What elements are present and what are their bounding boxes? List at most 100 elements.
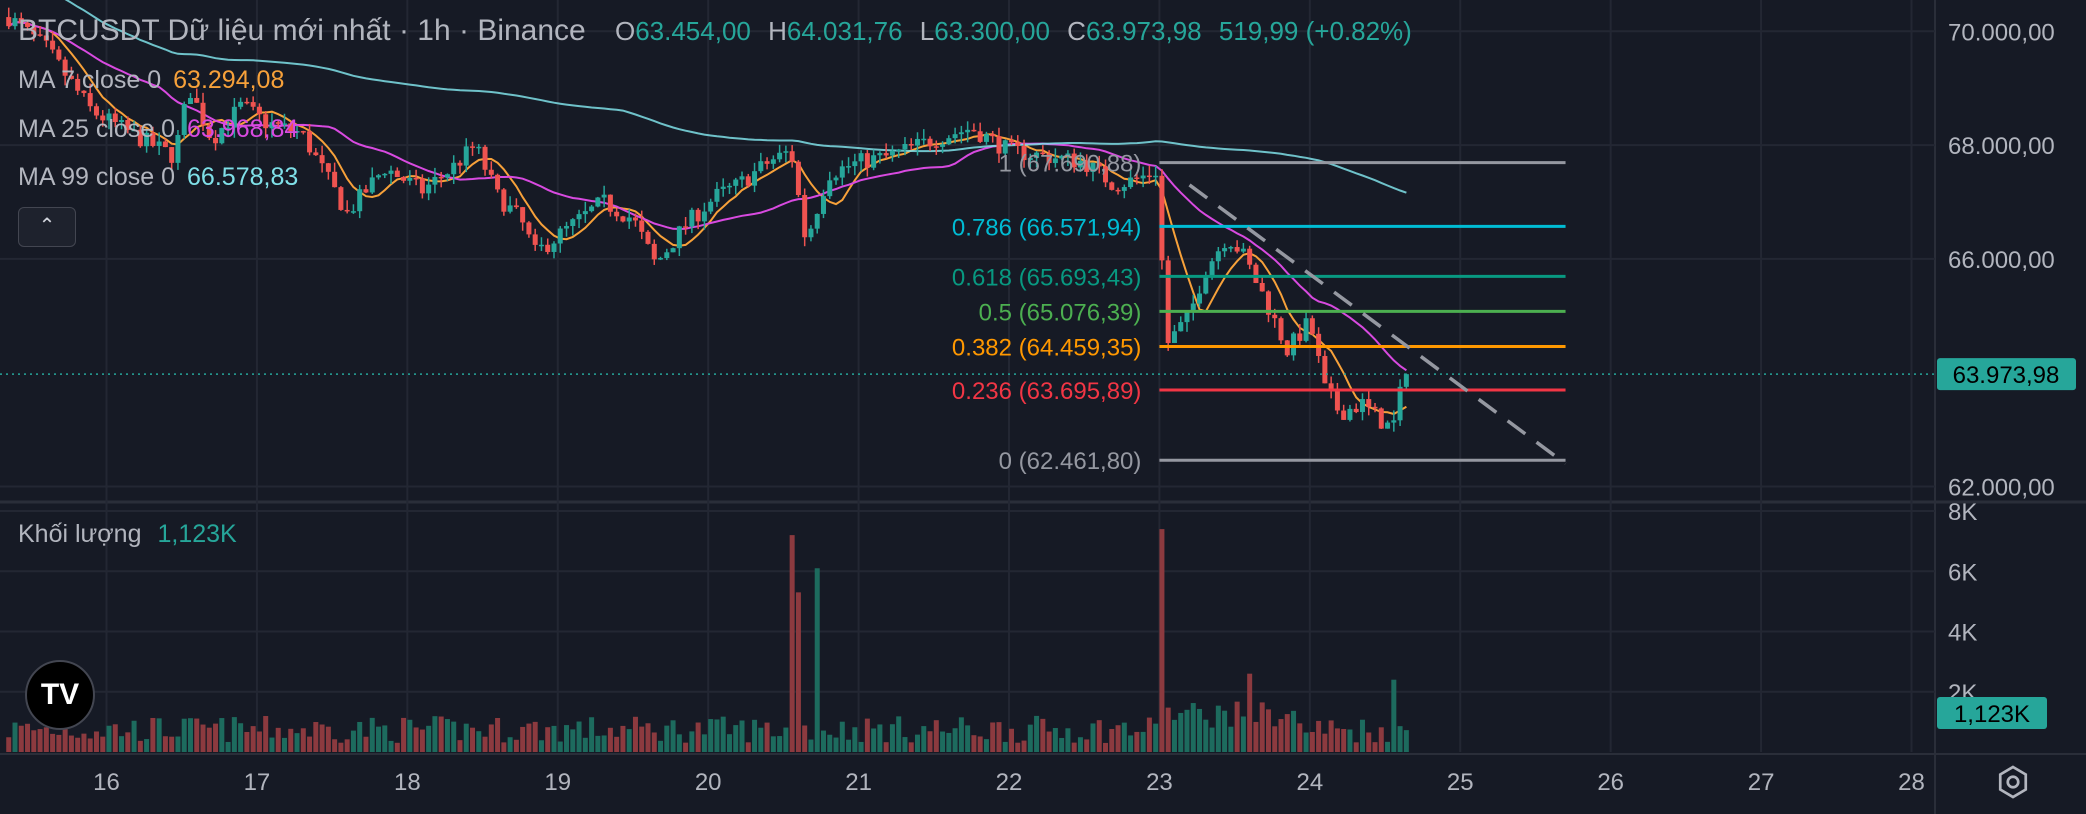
volume-bar: [977, 736, 983, 752]
volume-bar: [1034, 715, 1040, 752]
x-tick-label: 23: [1146, 769, 1173, 796]
volume-bar: [470, 727, 476, 752]
volume-bar: [626, 729, 632, 752]
indicator-ma99[interactable]: MA 99 close 0 66.578,83: [18, 163, 298, 192]
volume-bar: [1334, 728, 1340, 752]
candle-body: [1203, 275, 1209, 294]
volume-bar: [914, 734, 920, 752]
volume-bar: [1184, 709, 1190, 752]
volume-bar: [1103, 742, 1109, 752]
candle-body: [294, 131, 300, 133]
candle-body: [444, 174, 450, 178]
candle-body: [595, 197, 601, 207]
candle-body: [1359, 399, 1365, 413]
candle-body: [1222, 248, 1228, 252]
volume-bar: [896, 716, 902, 752]
indicator-ma25[interactable]: MA 25 close 0 63.968,84: [18, 115, 298, 144]
candle-body: [1178, 322, 1184, 332]
volume-bar: [651, 732, 657, 752]
last-price-badge: [1937, 358, 2076, 391]
close-value: 63.973,98: [1085, 16, 1202, 46]
volume-bar: [1090, 723, 1096, 752]
candle-body: [1190, 303, 1196, 312]
volume-bar: [263, 716, 269, 752]
price-axis[interactable]: 16 17 18 19 20 21 22 23 24 25 26 27 28 70.000,00 68.00…: [0, 19, 2076, 796]
volume-bar: [43, 727, 49, 752]
volume-bar: [983, 739, 989, 752]
fib-level-label: 0.382 (64.459,35): [952, 335, 1141, 362]
volume-bar: [745, 742, 751, 752]
volume-bar: [325, 726, 331, 752]
x-tick-label: 18: [394, 769, 421, 796]
candle-body: [714, 188, 720, 202]
volume-bar: [119, 736, 125, 752]
tradingview-logo-icon[interactable]: TV: [25, 660, 95, 730]
last-price-label: 63.973,98: [1953, 362, 2060, 389]
fib-level-label: 0.618 (65.693,43): [952, 264, 1141, 291]
candle-body: [1322, 355, 1328, 384]
candle-body: [814, 213, 820, 229]
candle-body: [1391, 420, 1397, 423]
indicator-label: MA 99 close 0: [18, 163, 176, 191]
candle-body: [1278, 318, 1284, 341]
volume-bar: [1247, 673, 1253, 752]
candle-body: [520, 207, 526, 223]
candle-body: [269, 122, 275, 129]
volume-bar: [112, 724, 118, 752]
volume-bar: [332, 739, 338, 752]
volume-bar: [12, 722, 18, 752]
candle-body: [1103, 166, 1109, 183]
candle-body: [1034, 152, 1040, 158]
volume-bar: [357, 721, 363, 752]
close-label: C: [1067, 16, 1086, 46]
volume-bar: [1209, 727, 1215, 752]
high-value: 64.031,76: [786, 16, 903, 46]
candle-body: [1403, 374, 1409, 387]
gear-icon[interactable]: [1995, 764, 2031, 800]
indicator-value: 66.578,83: [187, 163, 299, 191]
candle-body: [1002, 140, 1008, 154]
indicator-label: MA 25 close 0: [18, 115, 176, 143]
volume-bar: [1403, 730, 1409, 752]
candle-body: [1247, 248, 1253, 265]
volume-bar: [589, 717, 595, 752]
volume-bar: [1265, 709, 1271, 752]
volume-bar: [889, 724, 895, 752]
volume-bar: [1240, 716, 1246, 752]
fib-trend-line: [1188, 183, 1567, 466]
candle-body: [532, 234, 538, 245]
change-value: 519,99 (+0.82%): [1218, 16, 1412, 46]
volume-bar: [1190, 703, 1196, 752]
volume-bar: [238, 723, 244, 752]
candle-body: [1146, 175, 1152, 178]
volume-bar: [557, 741, 563, 752]
volume-bar: [426, 725, 432, 752]
volume-bar: [488, 724, 494, 752]
volume-bar: [6, 737, 12, 752]
candle-body: [689, 209, 695, 227]
volume-bar: [720, 716, 726, 752]
candle-body: [231, 106, 237, 128]
volume-bar: [739, 720, 745, 752]
candle-body: [350, 211, 356, 213]
volume-bar: [658, 740, 664, 752]
volume-bar: [401, 717, 407, 752]
volume-bar: [683, 742, 689, 752]
volume-bar: [419, 729, 425, 752]
volume-legend[interactable]: Khối lượng 1,123K: [18, 520, 237, 549]
volume-bar: [971, 735, 977, 752]
low-value: 63.300,00: [934, 16, 1050, 46]
volume-bar: [344, 739, 350, 752]
indicator-ma7[interactable]: MA 7 close 0 63.294,08: [18, 66, 284, 95]
symbol-title[interactable]: BTCUSDT Dữ liệu mới nhất · 1h · Binance: [18, 14, 586, 47]
candle-body: [388, 170, 394, 174]
volume-bar: [350, 730, 356, 752]
fibonacci-retracement[interactable]: 1.618 (70.922,61)1 (67.690,88)0.786 (66.…: [952, 0, 1567, 475]
collapse-indicators-button[interactable]: ⌃: [18, 207, 76, 247]
candlesticks[interactable]: [6, 7, 1409, 432]
candle-body: [795, 161, 801, 195]
candle-body: [1303, 318, 1309, 341]
candle-body: [952, 134, 958, 139]
